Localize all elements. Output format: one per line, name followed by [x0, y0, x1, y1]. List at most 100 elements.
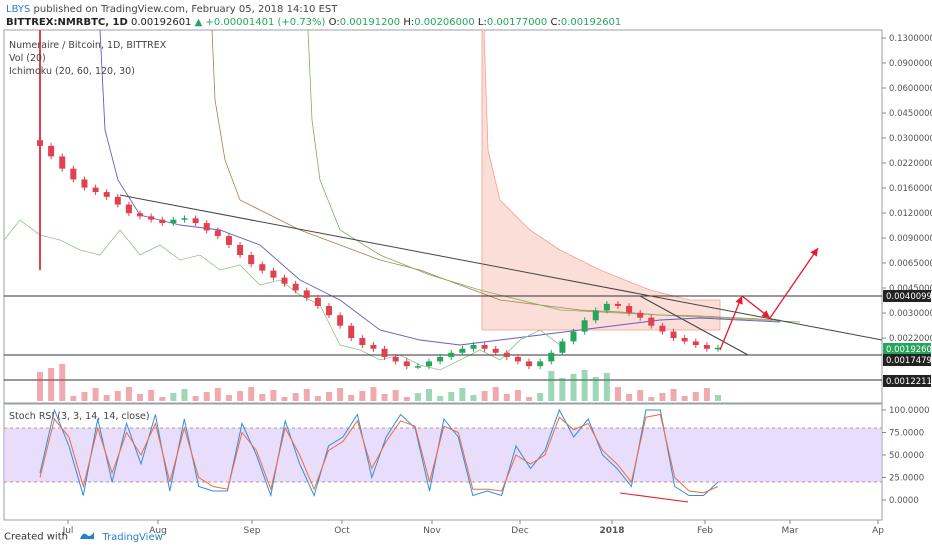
chikou-span [3, 219, 561, 371]
volume-bar [648, 397, 655, 401]
volume-bar [248, 387, 255, 401]
price-label: 0.00122119 [886, 377, 932, 387]
close-label: C: [550, 17, 561, 28]
candle [348, 322, 355, 342]
candle-body [492, 348, 499, 353]
candle-body [159, 219, 166, 224]
candle-body [614, 303, 621, 306]
stoch-y-tick-label: 50.0000 [889, 451, 924, 461]
candle [526, 358, 533, 370]
volume-bar [203, 392, 210, 401]
candle [381, 345, 388, 360]
volume-bar [503, 394, 510, 401]
candle-body [681, 338, 688, 342]
candle [559, 338, 566, 356]
volume-bar [703, 388, 710, 401]
x-tick-label: 2018 [599, 526, 624, 536]
candle [281, 274, 288, 287]
volume-bar [359, 391, 366, 401]
ichimoku-legend[interactable]: Ichimoku (20, 60, 120, 30) [9, 66, 135, 77]
candle-body [426, 361, 433, 367]
volume-bar [114, 391, 121, 401]
volume-bar [537, 393, 544, 401]
volume-bar [637, 390, 644, 401]
volume-bar [314, 396, 321, 401]
author-link[interactable]: LBYS [6, 4, 31, 15]
price-label: 0.00174792 [886, 356, 932, 366]
last-price: 0.00192601 [130, 17, 192, 28]
volume-bar [659, 393, 666, 401]
candle-body [181, 218, 188, 220]
candle [626, 303, 633, 316]
tradingview-brand-link[interactable]: TradingView [102, 531, 163, 543]
candle [359, 335, 366, 349]
volume-bar [103, 395, 110, 401]
candle [570, 328, 577, 345]
volume-bar [148, 390, 155, 401]
candle-body [314, 297, 321, 306]
projection-arrow [769, 247, 819, 319]
candle [492, 345, 499, 356]
candle-body [370, 345, 377, 349]
price-label-box [883, 290, 931, 302]
open-value: 0.00191200 [339, 17, 401, 28]
candle-body [648, 317, 655, 326]
candle [237, 242, 244, 259]
candle-body [514, 356, 521, 362]
candle [48, 142, 55, 160]
candle-body [348, 325, 355, 338]
candle-body [470, 345, 477, 349]
volume-bar [514, 390, 521, 401]
candle-body [337, 315, 344, 326]
candle [81, 176, 88, 191]
lagging-span [307, 29, 801, 323]
volume-bar [137, 394, 144, 401]
tradingview-logo-icon [79, 530, 95, 543]
candle-body [81, 179, 88, 188]
volume-bar [348, 395, 355, 401]
candle [148, 213, 155, 223]
low-value: 0.00177000 [486, 17, 548, 28]
price-label-box [883, 343, 931, 355]
candle [603, 300, 610, 314]
candle [370, 342, 377, 352]
candle-body [203, 223, 210, 231]
volume-bar [303, 389, 310, 401]
candle-body [281, 277, 288, 284]
y-tick-label: 0.01200000 [889, 209, 932, 219]
vol-legend[interactable]: Vol (20) [9, 53, 46, 64]
y-tick-label: 0.02200000 [889, 159, 932, 169]
candle [159, 216, 166, 227]
candle-body [659, 325, 666, 332]
candle [681, 335, 688, 345]
candle [70, 165, 77, 183]
candle-body [48, 145, 55, 157]
publish-line: LBYS published on TradingView.com, Febru… [6, 4, 337, 15]
candle-body [537, 361, 544, 367]
volume-bar [337, 388, 344, 401]
volume-bar [614, 387, 621, 401]
candle-body [703, 345, 710, 349]
candle-body [114, 196, 121, 205]
candle-body [92, 187, 99, 193]
candle-body [259, 264, 266, 271]
volume-bar [548, 371, 555, 401]
price-change: ▲ +0.00001401 (+0.73%) [194, 17, 326, 28]
volume-bar [270, 390, 277, 401]
stoch-rsi-legend[interactable]: Stoch RSI (3, 3, 14, 14, close) [9, 411, 150, 422]
candle [703, 342, 710, 352]
volume-bar [214, 388, 221, 401]
volume-bar [37, 372, 43, 401]
volume-bar [70, 396, 77, 401]
candle [581, 317, 588, 335]
volume-bar [715, 395, 721, 401]
stoch-y-tick-label: 0.0000 [889, 496, 919, 506]
candle [437, 354, 444, 365]
candle-body [170, 219, 177, 224]
candle [648, 314, 655, 329]
volume-bar [526, 397, 533, 401]
candle [337, 312, 344, 329]
descending-trendline [119, 194, 883, 341]
candle-body [637, 312, 644, 318]
